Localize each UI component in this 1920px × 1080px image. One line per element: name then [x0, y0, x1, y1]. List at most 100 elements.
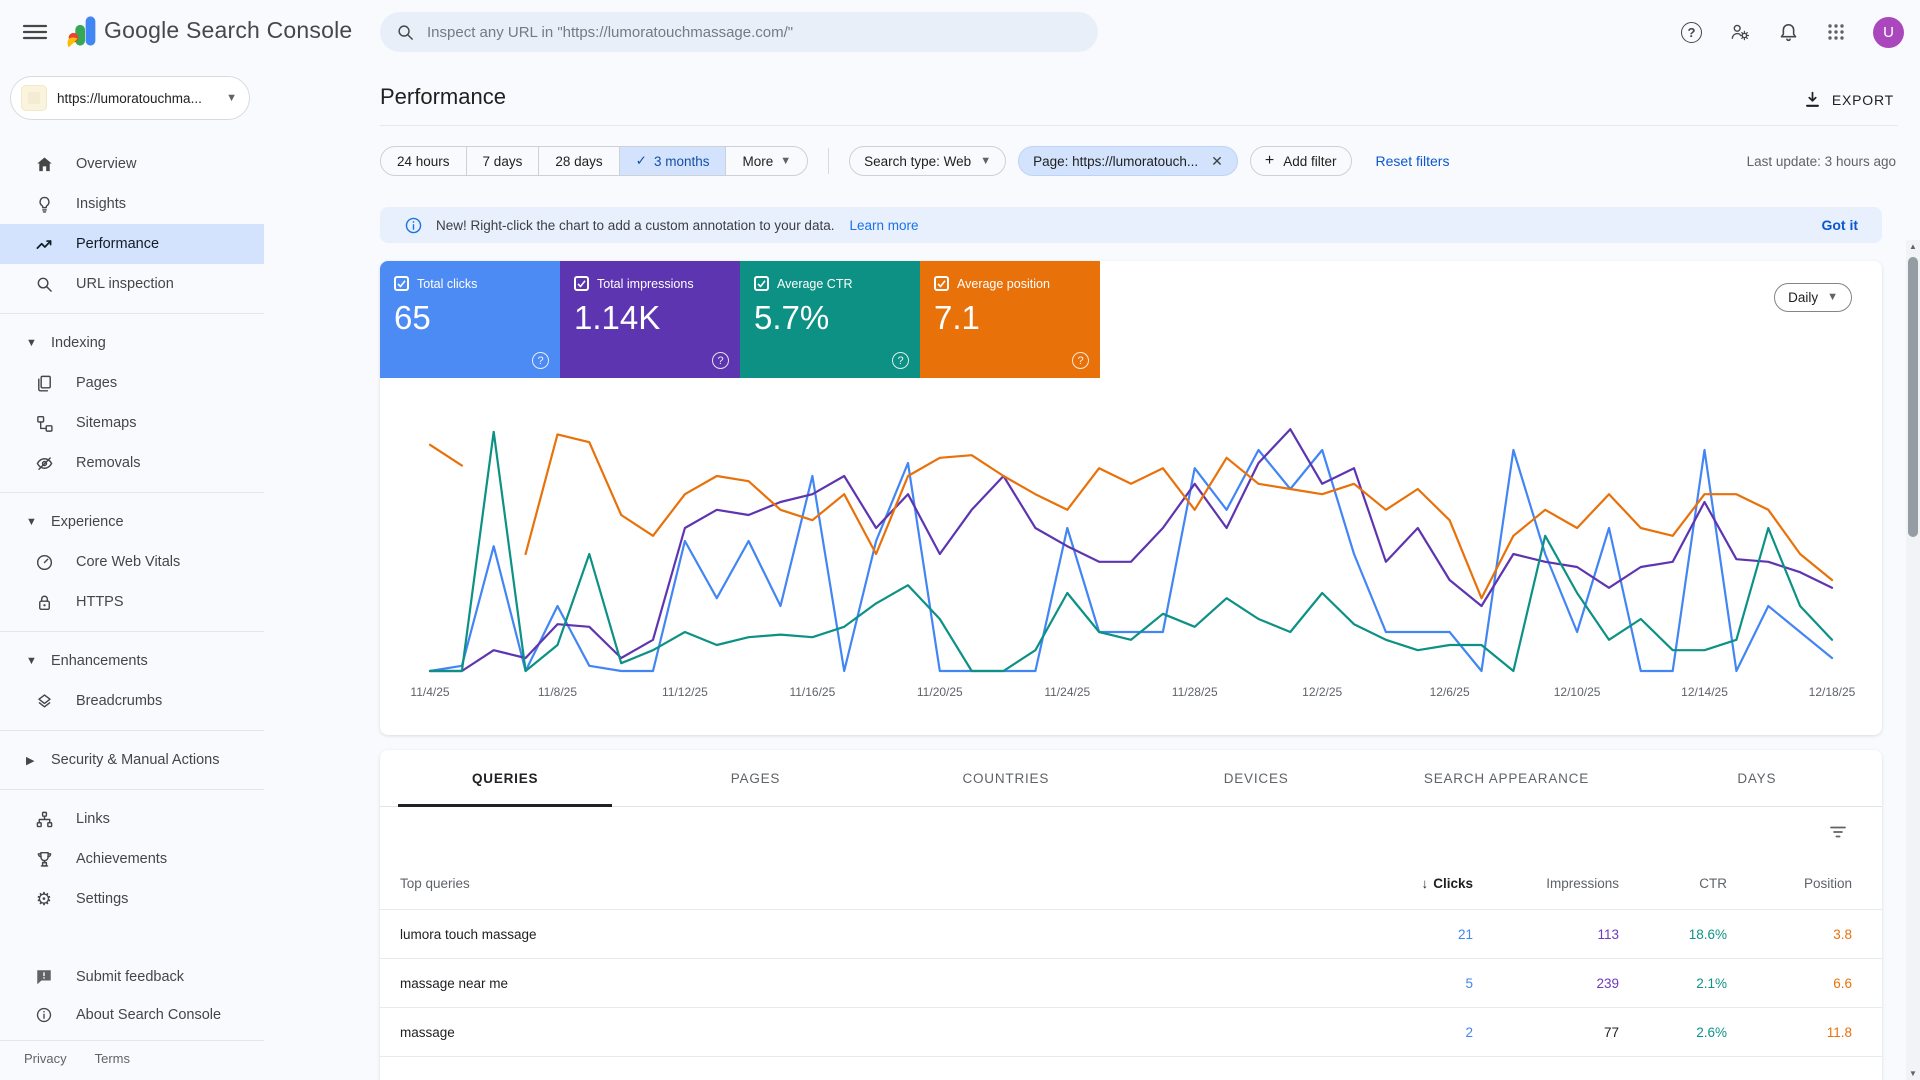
scrollbar-thumb[interactable] — [1908, 257, 1918, 537]
x-axis-label: 11/24/25 — [1044, 685, 1091, 699]
table-row[interactable]: massage 2 77 2.6% 11.8 — [380, 1007, 1882, 1056]
property-selector[interactable]: https://lumoratouchma... ▼ — [10, 76, 250, 120]
scrollbar-up-arrow[interactable]: ▲ — [1909, 242, 1917, 251]
tab-search-appearance[interactable]: SEARCH APPEARANCE — [1423, 770, 1590, 786]
sidebar-divider — [0, 492, 264, 493]
checkbox-checked-icon[interactable] — [934, 276, 949, 291]
chart-line-impressions — [428, 428, 1834, 673]
submit-feedback-link[interactable]: Submit feedback — [0, 958, 264, 996]
info-icon — [404, 216, 423, 235]
granularity-dropdown[interactable]: Daily ▼ — [1774, 283, 1852, 312]
sidebar: https://lumoratouchma... ▼ Overview Insi… — [0, 64, 264, 1080]
tab-days[interactable]: DAYS — [1737, 770, 1777, 786]
search-input[interactable] — [427, 23, 1082, 41]
table-row[interactable]: massage near me 5 239 2.1% 6.6 — [380, 958, 1882, 1007]
range-3-months[interactable]: ✓ 3 months — [618, 147, 726, 175]
chevron-down-icon: ▼ — [26, 516, 37, 528]
export-button[interactable]: EXPORT — [1803, 90, 1894, 109]
x-axis-label: 11/28/25 — [1171, 685, 1218, 699]
reset-filters-link[interactable]: Reset filters — [1375, 153, 1450, 169]
feedback-icon — [34, 967, 54, 987]
learn-more-link[interactable]: Learn more — [849, 217, 919, 233]
sitemap-icon — [34, 413, 54, 433]
sidebar-item-links[interactable]: Links — [0, 799, 264, 839]
help-icon[interactable]: ? — [532, 352, 549, 369]
column-ctr[interactable]: CTR — [1699, 875, 1727, 891]
sidebar-item-url-inspection[interactable]: URL inspection — [0, 264, 264, 304]
sidebar-item-achievements[interactable]: Achievements — [0, 839, 264, 879]
column-position[interactable]: Position — [1803, 875, 1852, 891]
sidebar-item-performance[interactable]: Performance — [0, 224, 264, 264]
tab-countries[interactable]: COUNTRIES — [962, 770, 1050, 786]
sidebar-divider — [0, 789, 264, 790]
column-impressions[interactable]: Impressions — [1546, 875, 1619, 891]
tab-pages[interactable]: PAGES — [730, 770, 781, 786]
sidebar-item-removals[interactable]: Removals — [0, 443, 264, 483]
sidebar-item-overview[interactable]: Overview — [0, 144, 264, 184]
filter-list-icon[interactable] — [1828, 822, 1848, 842]
tab-queries[interactable]: QUERIES — [380, 750, 630, 807]
header-divider — [380, 125, 1898, 126]
account-avatar[interactable]: U — [1873, 16, 1904, 48]
page-filter-chip[interactable]: Page: https://lumoratouch... ✕ — [1018, 146, 1238, 176]
scrollbar-down-arrow[interactable]: ▼ — [1909, 1069, 1917, 1078]
help-icon[interactable]: ? — [1681, 21, 1702, 43]
add-filter-button[interactable]: + Add filter — [1249, 146, 1352, 176]
range-28-days[interactable]: 28 days — [538, 147, 618, 175]
terms-link[interactable]: Terms — [94, 1051, 131, 1066]
close-icon[interactable]: ✕ — [1211, 152, 1223, 169]
range-more-dropdown[interactable]: More ▼ — [725, 147, 807, 175]
help-icon[interactable]: ? — [1072, 352, 1089, 369]
sidebar-item-pages[interactable]: Pages — [0, 363, 264, 403]
range-7-days[interactable]: 7 days — [465, 147, 539, 175]
sidebar-item-settings[interactable]: ⚙ Settings — [35, 889, 129, 909]
sidebar-section-indexing[interactable]: ▼ Indexing — [26, 335, 106, 351]
x-axis-label: 11/8/25 — [537, 685, 578, 699]
average-ctr-card[interactable]: Average CTR 5.7% ? — [740, 261, 920, 378]
privacy-link[interactable]: Privacy — [24, 1051, 67, 1066]
sidebar-item-breadcrumbs[interactable]: Breadcrumbs — [0, 681, 264, 721]
x-axis-label: 12/18/25 — [1808, 685, 1856, 699]
help-icon[interactable]: ? — [712, 352, 729, 369]
average-ctr-value: 5.7% — [754, 299, 830, 336]
range-24-hours[interactable]: 24 hours — [397, 153, 450, 169]
help-icon[interactable]: ? — [892, 352, 909, 369]
x-axis-label: 12/10/25 — [1553, 685, 1601, 699]
sidebar-section-security-manual-actions[interactable]: ▶ Security & Manual Actions — [26, 752, 220, 768]
sidebar-item-https[interactable]: HTTPS — [0, 582, 264, 622]
table-header-row: Top queries ↓ Clicks Impressions CTR Pos… — [380, 857, 1882, 909]
sidebar-nav: Overview Insights Performance URL inspec… — [0, 132, 264, 919]
notifications-bell-icon[interactable] — [1778, 22, 1799, 43]
table-row[interactable]: lumora touch massage 21 113 18.6% 3.8 — [380, 909, 1882, 958]
magnifier-icon — [34, 274, 54, 294]
chart-line-position — [428, 443, 464, 467]
got-it-button[interactable]: Got it — [1821, 217, 1858, 233]
table-row-clipped — [380, 1056, 1882, 1070]
sidebar-section-experience[interactable]: ▼ Experience — [26, 514, 124, 530]
column-top-queries[interactable]: Top queries — [400, 875, 470, 891]
user-settings-icon[interactable] — [1729, 22, 1751, 42]
sidebar-item-sitemaps[interactable]: Sitemaps — [0, 403, 264, 443]
checkbox-checked-icon[interactable] — [394, 276, 409, 291]
menu-icon[interactable] — [22, 20, 48, 44]
checkbox-checked-icon[interactable] — [574, 276, 589, 291]
about-search-console-link[interactable]: About Search Console — [0, 996, 264, 1034]
total-clicks-card[interactable]: Total clicks 65 ? — [380, 261, 560, 378]
filter-divider — [828, 148, 830, 174]
total-impressions-card[interactable]: Total impressions 1.14K ? — [560, 261, 740, 378]
chart-line-position — [524, 433, 1834, 600]
sidebar-item-insights[interactable]: Insights — [0, 184, 264, 224]
apps-grid-icon[interactable] — [1826, 22, 1846, 42]
trending-up-icon — [34, 234, 54, 254]
search-type-chip[interactable]: Search type: Web ▼ — [849, 146, 1007, 176]
sidebar-section-enhancements[interactable]: ▼ Enhancements — [26, 653, 148, 669]
performance-line-chart[interactable] — [380, 393, 1882, 685]
average-position-card[interactable]: Average position 7.1 ? — [920, 261, 1100, 378]
checkbox-checked-icon[interactable] — [754, 276, 769, 291]
sidebar-item-core-web-vitals[interactable]: Core Web Vitals — [0, 542, 264, 582]
metric-cards: Total clicks 65 ? Total impressions 1.14… — [380, 261, 1882, 378]
banner-text: New! Right-click the chart to add a cust… — [436, 217, 835, 233]
column-clicks-sorted[interactable]: ↓ Clicks — [1421, 875, 1473, 891]
trophy-icon — [34, 849, 54, 869]
tab-devices[interactable]: DEVICES — [1223, 770, 1289, 786]
